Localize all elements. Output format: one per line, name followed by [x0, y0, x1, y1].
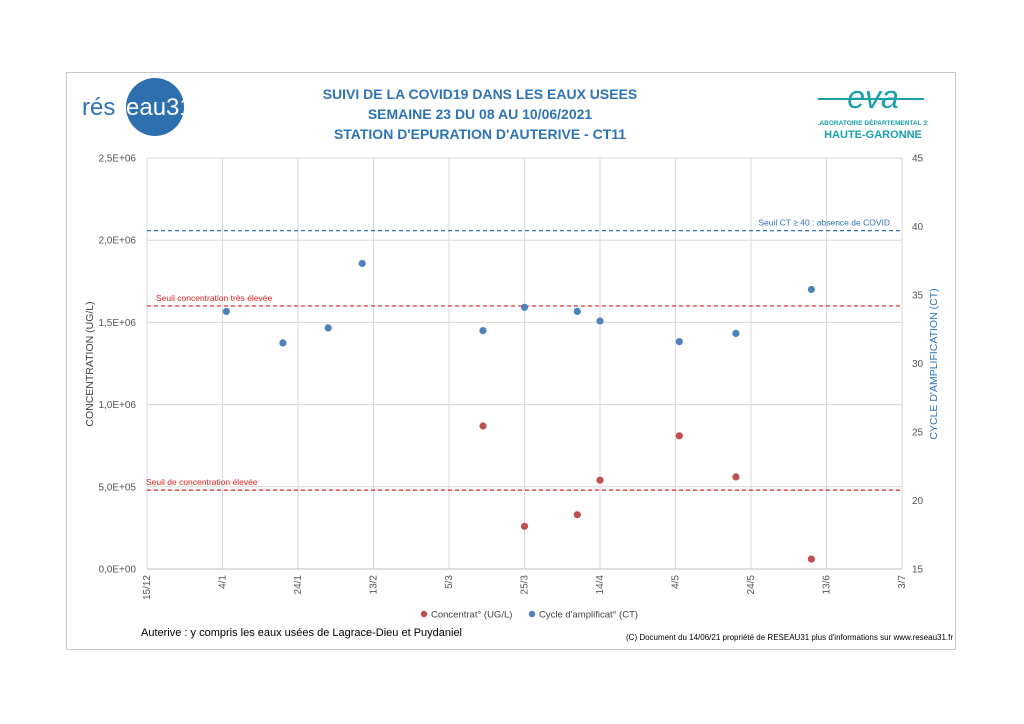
x-tick-label: 13/6: [822, 575, 833, 595]
y-right-tick-label: 15: [912, 565, 924, 576]
y-axis-left-label: CONCENTRATION (UG/L): [84, 301, 96, 426]
eva-logo: eva LABORATOIRE DÉPARTEMENTAL 31 HAUTE-G…: [816, 79, 931, 142]
y-left-tick-label: 1,0E+06: [98, 400, 136, 411]
logo-left-main: eau31: [126, 94, 190, 121]
ct-point: [358, 259, 366, 268]
x-tick-label: 13/2: [369, 575, 380, 595]
ct-point: [520, 303, 529, 311]
grid: [146, 157, 903, 570]
logo-left-prefix: rés: [82, 94, 115, 121]
concentration-point: [520, 522, 529, 530]
concentration-point: [732, 473, 740, 481]
x-tick-label: 25/3: [520, 575, 531, 595]
threshold-label: Seuil concentration très élevée: [156, 293, 273, 303]
x-tick-label: 14/4: [595, 575, 606, 595]
concentration-point: [573, 511, 581, 519]
y-right-tick-label: 35: [912, 291, 924, 302]
logo-right-line1: LABORATOIRE DÉPARTEMENTAL 31: [818, 118, 928, 127]
concentration-point: [807, 555, 816, 563]
title-line-2: SEMAINE 23 DU 08 AU 10/06/2021: [367, 106, 593, 122]
legend-marker: [420, 610, 428, 618]
x-tick-label: 24/1: [293, 575, 304, 595]
x-tick-label: 24/5: [746, 575, 757, 595]
ct-point: [807, 285, 816, 294]
ct-point: [732, 329, 740, 337]
y-right-tick-label: 30: [912, 359, 924, 370]
ct-point: [479, 327, 487, 335]
title-line-3: STATION D'EPURATION D'AUTERIVE - CT11: [333, 126, 627, 142]
x-tick-label: 4/1: [218, 575, 229, 589]
chart-title: SUIVI DE LA COVID19 DANS LES EAUX USEES …: [280, 84, 680, 144]
y-right-tick-label: 20: [912, 496, 924, 507]
threshold-label: Seuil de concentration élevée: [146, 477, 258, 487]
threshold-lines: Seuil CT ≥ 40 : absence de COVID Seuil co…: [146, 218, 902, 491]
logo-right-line2: HAUTE-GARONNE: [824, 129, 922, 141]
logo-right-mark: eva: [847, 80, 899, 115]
footnote-copyright: (C) Document du 14/06/21 propriété de RE…: [626, 633, 954, 642]
chart-frame: [66, 72, 956, 650]
ct-point: [573, 307, 581, 315]
y-left-tick-label: 2,0E+06: [98, 236, 136, 247]
y-right-tick-label: 25: [912, 428, 924, 439]
y-left-tick-label: 0,0E+00: [98, 565, 136, 576]
footnote-note: Auterive : y compris les eaux usées de L…: [141, 627, 463, 639]
ct-point: [596, 317, 604, 325]
y-left-tick-label: 5,0E+05: [98, 482, 136, 493]
legend: Concentrat° (UG/L) Cycle d'amplificat° (C…: [420, 610, 638, 621]
title-line-1: SUIVI DE LA COVID19 DANS LES EAUX USEES: [322, 86, 638, 102]
ct-point: [222, 307, 230, 315]
legend-label: Concentrat° (UG/L): [431, 610, 512, 621]
threshold-label: Seuil CT ≥ 40 : absence de COVID: [758, 218, 890, 228]
ct-point: [675, 338, 683, 346]
y-right-tick-label: 45: [912, 154, 924, 165]
reseau31-logo: rés eau31: [80, 77, 193, 137]
x-tick-label: 4/5: [671, 575, 682, 589]
x-tick-label: 3/7: [897, 575, 908, 589]
y-axis-right-label: CYCLE D'AMPLIFICATION (CT): [928, 288, 940, 439]
axes: 15/12 4/1 24/1 13/2 5/3 25/3 14/4 4/5 24/5 13/6 3/…: [98, 154, 923, 601]
concentration-point: [596, 476, 604, 484]
legend-label: Cycle d'amplificat° (CT): [539, 610, 638, 621]
concentration-point: [675, 432, 683, 440]
y-left-tick-label: 1,5E+06: [98, 318, 136, 329]
x-tick-label: 15/12: [142, 575, 153, 600]
x-tick-label: 5/3: [444, 575, 455, 589]
concentration-point: [479, 422, 487, 430]
y-left-tick-label: 2,5E+06: [98, 154, 136, 165]
legend-marker: [528, 610, 536, 618]
ct-point: [279, 339, 287, 347]
data-points: [222, 259, 816, 563]
ct-point: [324, 324, 332, 332]
y-right-tick-label: 40: [912, 222, 924, 233]
